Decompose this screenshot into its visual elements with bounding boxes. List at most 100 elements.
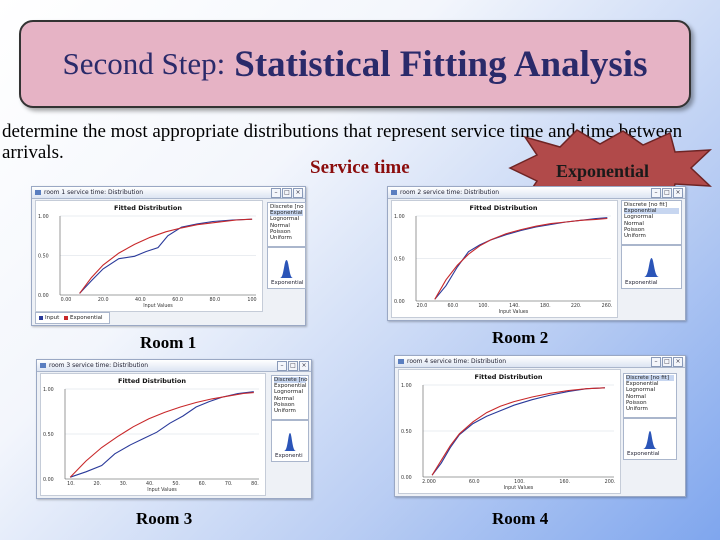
list-item[interactable]: Lognormal xyxy=(270,216,300,223)
distribution-window-room-2[interactable]: room 2 service time: Distribution – □ × Fi… xyxy=(387,186,686,321)
room-2-label: Room 2 xyxy=(492,328,549,347)
distribution-window-room-4[interactable]: room 4 service time: Distribution – □ × Fi… xyxy=(394,355,686,497)
window-app-icon xyxy=(398,359,404,364)
list-item[interactable]: Normal xyxy=(274,395,294,402)
list-item[interactable]: Exponential xyxy=(626,381,659,388)
exponential-series-line xyxy=(434,217,608,300)
bell-label: Exponential xyxy=(271,280,304,286)
list-item[interactable]: Poisson xyxy=(274,401,295,408)
list-item[interactable]: Discrete [no fit] xyxy=(270,204,305,210)
bell-curve-icon xyxy=(284,433,296,451)
x-tick-label: 10. xyxy=(67,481,75,487)
legend-exponential: Exponential xyxy=(70,315,103,321)
list-item[interactable]: Poisson xyxy=(624,226,645,233)
description: determine the most appropriate distribut… xyxy=(2,121,683,163)
window-titlebar[interactable]: room 3 service time: Distribution xyxy=(37,360,311,372)
maximize-icon[interactable]: □ xyxy=(288,361,298,371)
x-tick-label: 60.0 xyxy=(447,303,458,309)
x-tick-label: 20.0 xyxy=(98,297,109,303)
fitted-distribution-plot: Fitted Distribution 1.00 0.50 0.00 0.00 20.0 4… xyxy=(35,200,263,312)
x-tick-label: 180. xyxy=(540,303,551,309)
list-item[interactable]: Poisson xyxy=(626,399,647,406)
distribution-list[interactable]: Discrete [no fit] Exponential Lognormal … xyxy=(621,200,682,245)
x-tick-label: 0.00 xyxy=(61,297,72,303)
window-titlebar[interactable]: room 4 service time: Distribution xyxy=(395,356,685,368)
list-item[interactable]: Exponential xyxy=(274,383,307,390)
y-tick-label: 1.00 xyxy=(394,214,405,220)
room-4-label: Room 4 xyxy=(492,509,549,528)
list-item[interactable]: Normal xyxy=(624,220,644,227)
list-item[interactable]: Uniform xyxy=(270,235,292,242)
window-app-icon xyxy=(391,190,397,195)
service-time-label: Service time xyxy=(310,157,410,178)
y-tick-label: 0.50 xyxy=(43,432,54,438)
list-item[interactable]: Exponential xyxy=(624,208,679,215)
window-title: room 1 service time: Distribution xyxy=(44,189,144,196)
bell-curve-icon xyxy=(643,431,657,449)
x-tick-label: 60. xyxy=(199,481,207,487)
window-title: room 3 service time: Distribution xyxy=(49,362,149,369)
window-titlebar[interactable]: room 1 service time: Distribution xyxy=(32,187,305,199)
y-tick-label: 0.00 xyxy=(394,299,405,305)
distribution-preview: Exponential xyxy=(623,418,677,460)
distribution-preview: Exponenti xyxy=(271,420,309,462)
x-tick-label: 60.0 xyxy=(469,479,480,485)
distribution-window-room-1[interactable]: room 1 service time: Distribution – □ × Fi… xyxy=(31,186,306,326)
list-item[interactable]: Uniform xyxy=(274,408,296,415)
distribution-list[interactable]: Discrete [no fit] Exponential Lognormal … xyxy=(267,202,306,247)
maximize-icon[interactable]: □ xyxy=(662,357,672,367)
list-item[interactable]: Normal xyxy=(626,393,646,400)
maximize-icon[interactable]: □ xyxy=(282,188,292,198)
list-item[interactable]: Uniform xyxy=(624,233,646,240)
list-item[interactable]: Discrete [no fit] xyxy=(274,377,308,384)
list-item[interactable]: Discrete [no fit] xyxy=(624,202,667,208)
y-tick-label: 1.00 xyxy=(401,383,412,389)
distribution-preview: Exponential xyxy=(267,247,306,289)
distribution-preview: Exponential xyxy=(621,245,682,289)
minimize-icon[interactable]: – xyxy=(277,361,287,371)
x-tick-label: 100 xyxy=(247,297,256,303)
distribution-window-room-3[interactable]: room 3 service time: Distribution – □ × Fi… xyxy=(36,359,312,499)
list-item[interactable]: Normal xyxy=(270,222,290,229)
exponential-series-line xyxy=(431,387,605,476)
input-swatch-icon xyxy=(39,315,43,320)
close-icon[interactable]: × xyxy=(673,188,683,198)
y-tick-label: 0.50 xyxy=(401,429,412,435)
close-icon[interactable]: × xyxy=(299,361,309,371)
exponential-series-line xyxy=(79,218,253,294)
x-tick-label: 200. xyxy=(605,479,616,485)
minimize-icon[interactable]: – xyxy=(651,188,661,198)
x-tick-label: 20.0 xyxy=(417,303,428,309)
x-tick-label: 30. xyxy=(120,481,128,487)
minimize-icon[interactable]: – xyxy=(651,357,661,367)
x-tick-label: 60.0 xyxy=(172,297,183,303)
list-item[interactable]: Lognormal xyxy=(626,387,656,394)
distribution-list[interactable]: Discrete [no fit] Exponential Lognormal … xyxy=(623,373,677,418)
maximize-icon[interactable]: □ xyxy=(662,188,672,198)
exponential-series-line xyxy=(69,392,254,478)
close-icon[interactable]: × xyxy=(673,357,683,367)
distribution-list[interactable]: Discrete [no fit] Exponential Lognormal … xyxy=(271,375,309,420)
y-tick-label: 0.50 xyxy=(38,254,49,260)
bell-label: Exponenti xyxy=(275,453,303,459)
list-item[interactable]: Exponential xyxy=(270,210,303,217)
y-tick-label: 1.00 xyxy=(43,387,54,393)
x-tick-label: 70. xyxy=(225,481,233,487)
list-item[interactable]: Poisson xyxy=(270,228,291,235)
fitted-distribution-plot: Fitted Distribution 1.00 0.50 0.00 20.0 60.0 1… xyxy=(391,200,618,318)
list-item[interactable]: Lognormal xyxy=(274,389,304,396)
window-titlebar[interactable]: room 2 service time: Distribution xyxy=(388,187,685,199)
x-axis-label: Input Values xyxy=(499,309,529,315)
x-tick-label: 20. xyxy=(93,481,101,487)
list-item[interactable]: Lognormal xyxy=(624,214,654,221)
close-icon[interactable]: × xyxy=(293,188,303,198)
minimize-icon[interactable]: – xyxy=(271,188,281,198)
list-item[interactable]: Uniform xyxy=(626,406,648,413)
plot-title: Fitted Distribution xyxy=(470,204,538,212)
window-title: room 2 service time: Distribution xyxy=(400,189,500,196)
x-tick-label: 40. xyxy=(146,481,154,487)
x-tick-label: 2.000 xyxy=(422,479,436,485)
list-item[interactable]: Discrete [no fit] xyxy=(626,375,674,382)
y-tick-label: 0.50 xyxy=(394,257,405,263)
window-app-icon xyxy=(35,190,41,195)
